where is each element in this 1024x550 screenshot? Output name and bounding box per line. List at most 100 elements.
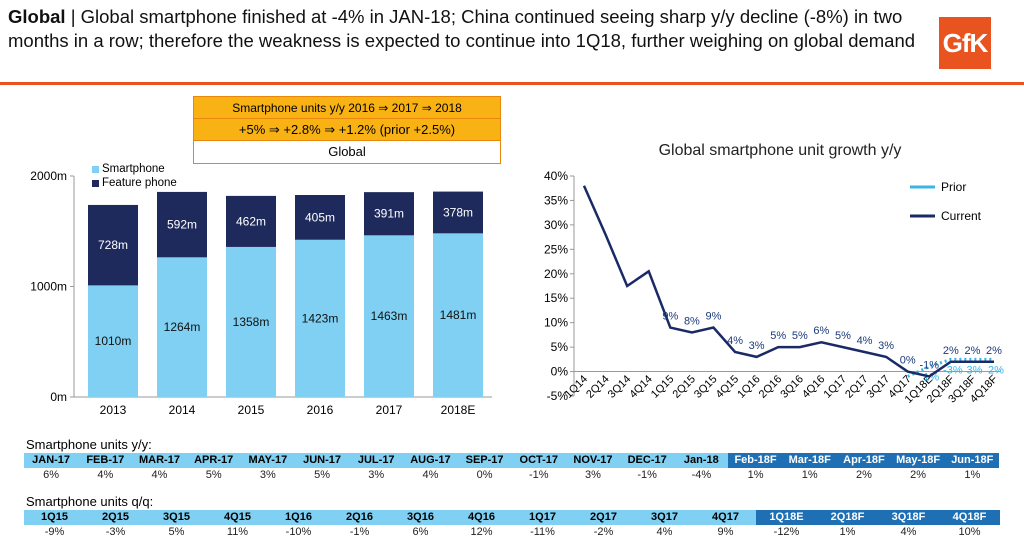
- table-value-cell: 1%: [839, 526, 856, 538]
- bar-feature-phone: [295, 195, 345, 240]
- table-header-cell: SEP-17: [457, 453, 512, 468]
- yy-table: JAN-17 6% FEB-17 4% MAR-17 4% APR-17 5% MAY-17 3%…: [24, 453, 1000, 482]
- current-data-label: 2%: [943, 345, 959, 357]
- table-column: 1Q15 -9%: [24, 510, 85, 539]
- header: Global | Global smartphone finished at -…: [0, 0, 1024, 85]
- bar-chart-legend: Smartphone Feature phone: [92, 162, 177, 190]
- table-value-cell: 2%: [855, 469, 872, 481]
- bar-smartphone: [226, 246, 276, 397]
- table-column: Apr-18F 2%: [836, 453, 891, 482]
- current-data-label: 2%: [964, 345, 980, 357]
- table-header-cell: AUG-17: [403, 453, 458, 468]
- bar-smartphone: [157, 257, 207, 397]
- current-data-label: 0%: [900, 355, 916, 367]
- table-value-cell: 1%: [801, 469, 818, 481]
- y-tick-label: 40%: [544, 169, 568, 183]
- table-value-cell: 5%: [314, 469, 330, 481]
- table-column: JUL-17 3%: [349, 453, 404, 482]
- table-header-cell: NOV-17: [565, 453, 621, 468]
- table-column: MAR-17 4%: [132, 453, 187, 482]
- summary-line-3: Global: [194, 141, 500, 163]
- current-data-label: 8%: [684, 315, 700, 327]
- table-value-cell: 4%: [900, 526, 917, 538]
- x-tick-label: 2Q17: [843, 373, 871, 401]
- bar-value-label: 592m: [167, 218, 197, 232]
- table-value-cell: 3%: [368, 469, 385, 481]
- bar-value-label: 1423m: [302, 311, 339, 325]
- current-series-line: [582, 185, 994, 378]
- current-data-label: 5%: [835, 330, 851, 342]
- bar-value-label: 405m: [305, 210, 335, 224]
- legend-swatch-smartphone: [92, 165, 99, 173]
- table-column: SEP-17 0%: [457, 453, 512, 482]
- bar-feature-phone: [226, 195, 276, 247]
- table-column: 1Q18E -12%: [756, 510, 817, 539]
- table-value-cell: 4%: [656, 526, 673, 538]
- legend-swatch-feature-phone: [92, 179, 99, 187]
- y-tick-label: -5%: [547, 389, 569, 403]
- table-column: 3Q16 6%: [390, 510, 451, 539]
- y-tick-label: 10%: [544, 316, 568, 330]
- table-column: OCT-17 -1%: [511, 453, 566, 482]
- header-divider: [0, 82, 1024, 85]
- current-data-label: 5%: [770, 330, 786, 342]
- x-tick-label: 2Q14: [584, 373, 612, 401]
- table-column: APR-17 5%: [186, 453, 241, 482]
- table-value-cell: 11%: [226, 526, 249, 538]
- table-value-cell: 4%: [151, 469, 168, 481]
- table-column: JAN-17 6%: [24, 453, 79, 482]
- table-value-cell: -10%: [285, 526, 312, 538]
- table-value-cell: 3%: [259, 469, 276, 481]
- page-title: Global | Global smartphone finished at -…: [8, 5, 928, 53]
- table-header-cell: Jan-18: [674, 453, 729, 468]
- x-tick-label: 2013: [100, 403, 127, 417]
- bar-value-label: 1264m: [164, 320, 201, 334]
- table-header-cell: 3Q16: [390, 510, 451, 525]
- current-data-label: 4%: [857, 335, 873, 347]
- table-value-cell: 2%: [910, 469, 927, 481]
- table-value-cell: -1%: [349, 526, 370, 538]
- qq-table-label: Smartphone units q/q:: [26, 494, 154, 509]
- table-column: MAY-17 3%: [240, 453, 295, 482]
- prior-data-label: 3%: [966, 364, 982, 376]
- table-value-cell: 10%: [958, 526, 981, 538]
- table-header-cell: 1Q15: [24, 510, 85, 525]
- table-value-cell: 1%: [964, 469, 981, 481]
- table-column: 4Q17 9%: [695, 510, 756, 539]
- table-column: 3Q15 5%: [146, 510, 207, 539]
- table-value-cell: -2%: [593, 526, 614, 538]
- table-column: FEB-17 4%: [78, 453, 133, 482]
- table-column: 2Q18F 1%: [817, 510, 878, 539]
- table-header-cell: FEB-17: [78, 453, 133, 468]
- prior-data-label: 1%: [923, 372, 939, 384]
- table-value-cell: -3%: [105, 526, 126, 538]
- bar-feature-phone: [433, 191, 483, 234]
- y-tick-label: 25%: [544, 242, 568, 256]
- x-tick-label: 3Q15: [692, 373, 720, 401]
- x-tick-label: 2017: [376, 403, 403, 417]
- table-column: May-18F 2%: [891, 453, 946, 482]
- table-header-cell: 4Q15: [207, 510, 268, 525]
- bar-value-label: 1463m: [371, 309, 408, 323]
- x-tick-label: 1Q16: [735, 373, 763, 401]
- x-tick-label: 3Q16: [778, 373, 806, 401]
- table-column: Mar-18F 1%: [782, 453, 837, 482]
- title-text: | Global smartphone finished at -4% in J…: [8, 6, 916, 51]
- table-column: 1Q16 -10%: [268, 510, 329, 539]
- table-header-cell: 2Q15: [85, 510, 146, 525]
- current-data-label: -1%: [919, 359, 939, 371]
- prior-data-label: 2%: [988, 364, 1004, 376]
- table-value-cell: -12%: [773, 526, 800, 538]
- table-value-cell: 12%: [470, 526, 493, 538]
- table-column: NOV-17 3%: [565, 453, 621, 482]
- x-tick-label: 3Q17: [865, 373, 893, 401]
- table-header-cell: 3Q18F: [878, 510, 939, 525]
- bar-smartphone: [88, 285, 138, 397]
- x-tick-label: 2015: [238, 403, 265, 417]
- x-tick-label: 4Q14: [627, 373, 655, 401]
- x-tick-label: 2Q16: [757, 373, 785, 401]
- table-header-cell: JUN-17: [294, 453, 350, 468]
- qq-table: 1Q15 -9% 2Q15 -3% 3Q15 5% 4Q15 11% 1Q16 -10% 2Q16-…: [24, 510, 1000, 539]
- table-header-cell: 3Q17: [634, 510, 695, 525]
- table-value-cell: -1%: [529, 469, 549, 481]
